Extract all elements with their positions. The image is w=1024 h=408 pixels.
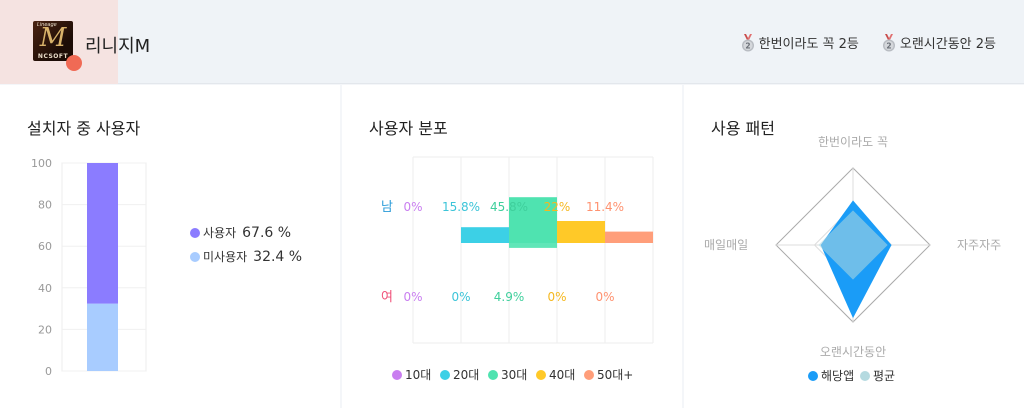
value-label: 22% bbox=[544, 200, 571, 214]
medal-rank: 2 bbox=[745, 41, 750, 50]
badge-label: 오랜시간동안 2등 bbox=[899, 37, 996, 52]
legend-label: 50대+ bbox=[597, 368, 633, 382]
legend-label: 미사용자 bbox=[203, 250, 248, 264]
user-distribution-chart: 남 0% 15.8% 45.8% 22% 11.4% 여 0% 0% 4.9% 0% 0% 10대 20대… bbox=[381, 156, 654, 382]
male-bar[interactable] bbox=[605, 231, 653, 243]
installed-users-chart: 0 20 40 60 80 100 bbox=[31, 157, 147, 378]
badge-label: 한번이라도 꼭 2등 bbox=[758, 37, 859, 52]
silver-medal-2-icon: 2 bbox=[882, 33, 895, 51]
male-bar[interactable] bbox=[509, 197, 557, 243]
radar-series-average[interactable] bbox=[818, 210, 888, 280]
legend-label: 해당앱 bbox=[821, 369, 854, 383]
gender-label: 여 bbox=[381, 290, 393, 305]
legend-dot bbox=[440, 370, 450, 380]
legend-label: 10대 bbox=[405, 368, 431, 382]
y-tick-label: 100 bbox=[31, 157, 52, 170]
legend-dot bbox=[808, 371, 818, 381]
legend-dot bbox=[190, 227, 200, 238]
legend-value: 67.6 % bbox=[242, 224, 292, 241]
app-title: 리니지M bbox=[85, 36, 151, 57]
app-header: Lineage M NCSOFT 리니지M 2 한번이라도 꼭 2등 2 bbox=[0, 0, 1024, 84]
legend-dot bbox=[584, 370, 594, 380]
rank-badge: 2 한번이라도 꼭 2등 bbox=[740, 33, 859, 52]
installed-users-panel: 설치자 중 사용자 0 20 40 60 80 100 사용자 67.6 % 미사용자 32.4… bbox=[0, 85, 340, 408]
value-label: 15.8% bbox=[442, 200, 480, 214]
legend-label: 40대 bbox=[549, 368, 575, 382]
stacked-bar-segment[interactable] bbox=[87, 163, 118, 304]
medal-rank: 2 bbox=[886, 41, 891, 50]
legend-label: 30대 bbox=[501, 368, 527, 382]
value-label: 0% bbox=[547, 290, 566, 304]
gender-label: 남 bbox=[381, 200, 393, 215]
radar-axis-label: 한번이라도 꼭 bbox=[818, 135, 888, 149]
stacked-bar-segment[interactable] bbox=[87, 303, 118, 371]
value-label: 45.8% bbox=[490, 200, 528, 214]
rank-badge: 2 오랜시간동안 2등 bbox=[881, 33, 996, 52]
status-dot bbox=[66, 55, 82, 71]
legend-dot bbox=[536, 370, 546, 380]
legend-label: 사용자 bbox=[203, 226, 237, 240]
legend-dot bbox=[392, 370, 402, 380]
radar-axis-label: 매일매일 bbox=[704, 238, 748, 252]
app-icon-text-top: Lineage bbox=[37, 22, 57, 28]
user-distribution-panel: 사용자 분포 남 0% 15.8% 45.8% 22% 11.4% 여 0% 0% 4.9% 0% 0… bbox=[342, 85, 682, 408]
value-label: 0% bbox=[595, 290, 614, 304]
legend-item: 미사용자 32.4 % bbox=[190, 248, 302, 265]
male-bar[interactable] bbox=[557, 221, 605, 243]
value-label: 0% bbox=[403, 200, 422, 214]
legend-item: 사용자 67.6 % bbox=[190, 224, 291, 241]
value-label: 11.4% bbox=[586, 200, 624, 214]
panel-title: 사용자 분포 bbox=[369, 119, 448, 138]
lineage-m-app-icon[interactable]: Lineage M NCSOFT bbox=[33, 21, 73, 61]
app-icon-text-main: M bbox=[39, 23, 67, 53]
rank-badges: 2 한번이라도 꼭 2등 2 오랜시간동안 2등 bbox=[740, 33, 996, 52]
y-tick-label: 60 bbox=[38, 240, 52, 253]
app-icon-text-bottom: NCSOFT bbox=[37, 53, 69, 60]
female-bar[interactable] bbox=[509, 243, 557, 248]
y-tick-label: 0 bbox=[45, 365, 52, 378]
legend-label: 20대 bbox=[453, 368, 479, 382]
silver-medal-2-icon: 2 bbox=[741, 33, 754, 51]
value-label: 0% bbox=[403, 290, 422, 304]
y-tick-label: 20 bbox=[38, 323, 52, 336]
legend-dot bbox=[860, 371, 870, 381]
y-tick-label: 80 bbox=[38, 199, 52, 212]
value-label: 4.9% bbox=[494, 290, 525, 304]
panel-title: 설치자 중 사용자 bbox=[27, 119, 141, 138]
radar-axis-label: 오랜시간동안 bbox=[820, 345, 886, 359]
legend-value: 32.4 % bbox=[253, 248, 303, 265]
legend-dot bbox=[190, 251, 200, 262]
radar-axis-label: 자주자주 bbox=[957, 238, 1001, 252]
legend-dot bbox=[488, 370, 498, 380]
y-tick-label: 40 bbox=[38, 282, 52, 295]
panel-title: 사용 패턴 bbox=[711, 119, 775, 138]
male-bar[interactable] bbox=[461, 227, 509, 243]
legend-label: 평균 bbox=[873, 369, 895, 383]
value-label: 0% bbox=[451, 290, 470, 304]
